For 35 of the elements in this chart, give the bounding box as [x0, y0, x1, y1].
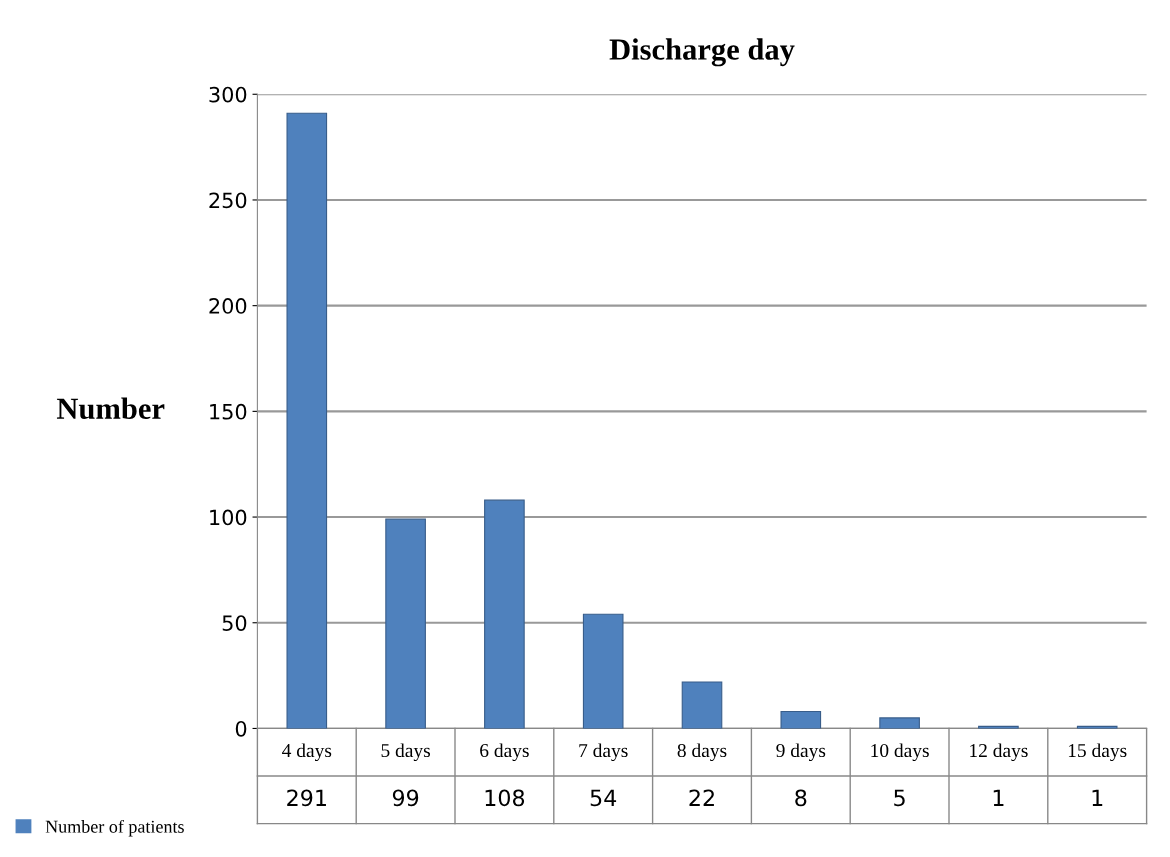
y-axis-title: Number — [56, 397, 165, 420]
y-tick-label: 100 — [210, 509, 247, 526]
data-label: 54 — [590, 789, 617, 807]
bar — [879, 717, 920, 729]
x-tick-label: 5 days — [381, 743, 431, 762]
y-tick-label: 0 — [235, 720, 247, 737]
bar — [484, 499, 525, 729]
bar — [385, 518, 426, 729]
y-tick-label: 150 — [210, 403, 247, 420]
data-label: 291 — [287, 789, 326, 807]
data-label: 1 — [1092, 789, 1103, 806]
y-tick-label: 300 — [209, 86, 247, 103]
data-label: 108 — [485, 789, 525, 807]
data-label: 22 — [689, 789, 714, 806]
y-tick-label: 50 — [222, 615, 247, 631]
data-label: 1 — [993, 789, 1004, 806]
x-tick-label: 6 days — [480, 743, 529, 762]
y-tick-label: 200 — [209, 298, 247, 314]
legend-label: Number of patients — [45, 819, 184, 837]
x-tick-label: 7 days — [579, 743, 628, 762]
x-tick-label: 9 days — [776, 743, 826, 762]
data-label: 5 — [894, 789, 905, 807]
bar — [582, 613, 624, 729]
data-label: 99 — [392, 789, 419, 807]
bar — [286, 112, 328, 729]
y-tick-label: 250 — [209, 192, 247, 209]
x-tick-label: 10 days — [871, 743, 929, 762]
chart-title: Discharge day — [609, 38, 795, 67]
x-tick-label: 8 days — [677, 743, 727, 762]
x-tick-label: 12 days — [970, 743, 1028, 762]
x-tick-label: 4 days — [282, 743, 332, 762]
x-tick-label: 15 days — [1068, 743, 1127, 762]
bar — [780, 710, 822, 729]
data-label: 8 — [795, 789, 807, 807]
bar — [681, 681, 723, 729]
